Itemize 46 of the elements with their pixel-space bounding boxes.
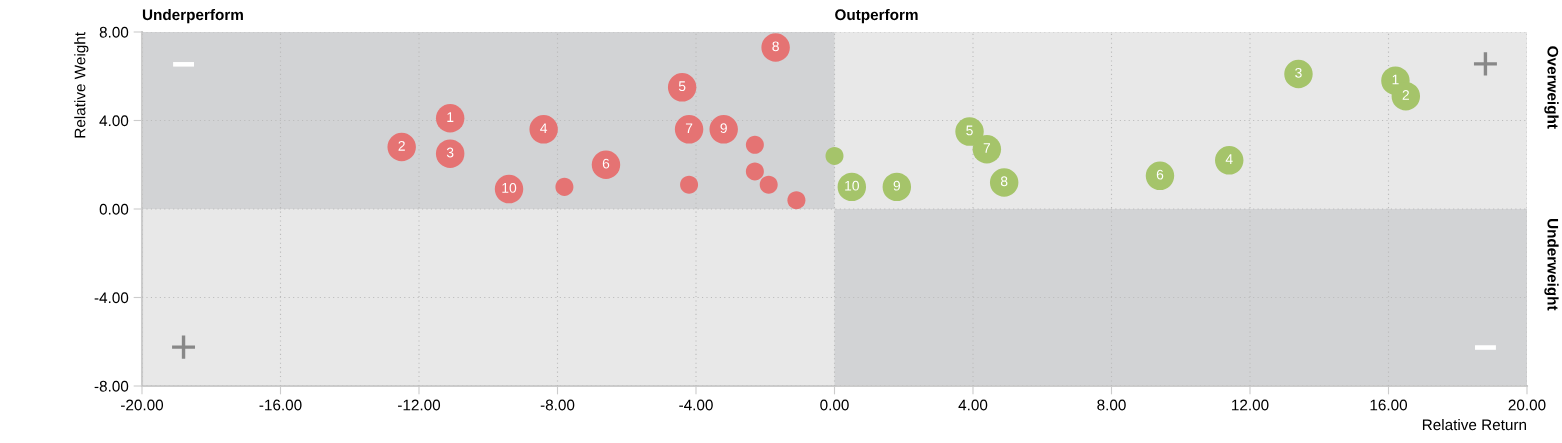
annotation: + (172, 335, 196, 359)
annotation: 1 (1392, 74, 1399, 85)
y-tick-label: 0.00 (99, 203, 129, 215)
y-tick-label: -8.00 (94, 380, 129, 392)
annotation: 8 (1000, 176, 1008, 187)
annotation: 6 (602, 158, 610, 169)
annotation: 2 (398, 140, 405, 151)
annotation: 5 (966, 125, 973, 136)
text: Underweight (1544, 218, 1559, 311)
x-axis-title: Relative Return (1422, 418, 1527, 431)
x-tick-label: 16.00 (1370, 399, 1408, 411)
annotation: 7 (685, 123, 693, 133)
x-tick-label: -12.00 (398, 399, 441, 411)
annotation: − (173, 62, 195, 67)
y-tick-label: 8.00 (99, 26, 129, 38)
annotation: 2 (1402, 90, 1409, 100)
annotation: 5 (678, 81, 686, 92)
x-tick-label: -20.00 (121, 399, 164, 411)
text: Overweight (1544, 46, 1559, 129)
annotation: 10 (502, 182, 517, 193)
y-axis-title: Relative Weight (74, 32, 89, 138)
x-tick-label: 8.00 (1097, 399, 1126, 411)
annotation: 4 (1225, 154, 1233, 164)
x-tick-label: 0.00 (820, 399, 849, 411)
x-tick-label: -8.00 (540, 399, 575, 411)
annotation: 7 (983, 143, 991, 153)
x-tick-label: -16.00 (259, 399, 302, 411)
annotation: 8 (772, 41, 779, 52)
y-tick-label: -4.00 (94, 292, 129, 304)
annotation: 3 (1295, 67, 1302, 78)
annotation: − (1475, 345, 1496, 350)
x-tick-label: -4.00 (679, 399, 713, 411)
y-tick-label: 4.00 (99, 115, 129, 127)
annotation: 6 (1156, 169, 1164, 180)
annotation: 10 (845, 180, 859, 191)
annotation: 4 (540, 123, 548, 133)
annotation: 3 (446, 147, 454, 158)
x-tick-label: 20.00 (1508, 399, 1546, 411)
text: Underperform (142, 8, 243, 24)
annotation: 1 (447, 112, 454, 122)
x-tick-label: 4.00 (958, 399, 988, 411)
x-tick-label: 12.00 (1232, 399, 1269, 411)
annotation: 9 (893, 180, 901, 191)
annotation: 9 (720, 123, 727, 134)
text: Outperform (835, 8, 918, 24)
annotation: + (1473, 52, 1497, 76)
